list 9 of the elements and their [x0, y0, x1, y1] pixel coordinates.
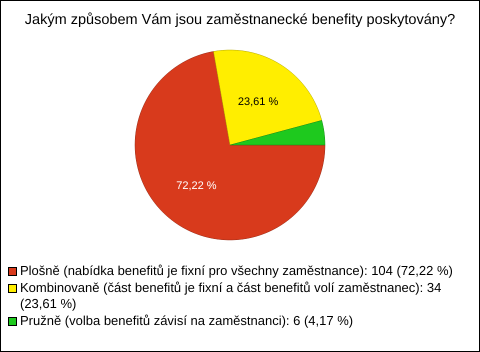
pie-slice — [230, 120, 326, 146]
legend-label: Plošně (nabídka benefitů je fixní pro všechny zaměstnance): 104 (72,22 %) — [19, 263, 454, 279]
legend-label: Pružně (volba benefitů závisí na zaměstnanci): 6 (4,17 %) — [19, 313, 354, 329]
pie-slice — [213, 50, 322, 146]
chart-title: Jakým způsobem Vám jsou zaměstnanecké benefity poskytovány? — [24, 12, 456, 28]
data-label: 23,61 % — [238, 96, 278, 108]
data-label: 72,22 % — [176, 180, 217, 192]
legend-label: Kombinovaně (část benefitů je fixní a část benefitů volí zaměstnanec): 34 (23,61 %) — [19, 280, 442, 312]
pie-slice — [134, 51, 326, 240]
